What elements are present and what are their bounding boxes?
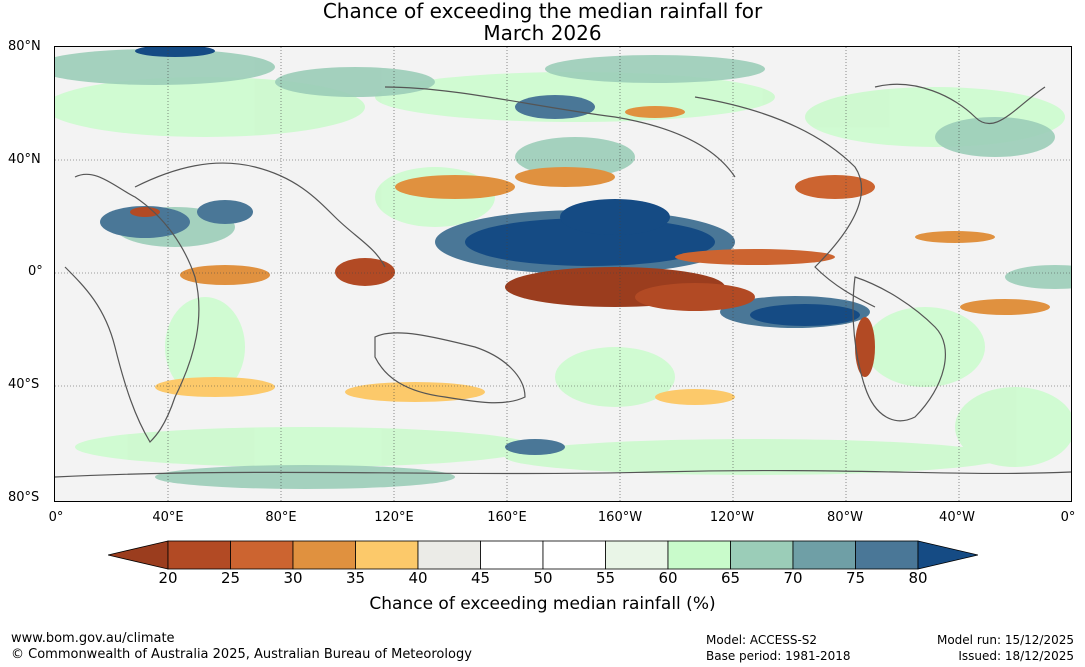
map-svg bbox=[55, 47, 1071, 501]
lon-label-0-right: 0° bbox=[1060, 510, 1076, 525]
lon-label-40e: 40°E bbox=[152, 510, 184, 525]
colorbar-tick-label: 30 bbox=[283, 569, 303, 587]
lat-label-40s: 40°S bbox=[8, 377, 40, 392]
dark-blue-regions bbox=[100, 47, 870, 455]
colorbar-segment bbox=[480, 540, 544, 570]
colorbar-tick-label: 70 bbox=[783, 569, 803, 587]
lat-label-80s: 80°S bbox=[8, 490, 40, 505]
colorbar-tick-label: 50 bbox=[533, 569, 553, 587]
colorbar-extend-low bbox=[107, 540, 169, 570]
colorbar-segment bbox=[230, 540, 294, 570]
lat-label-80n: 80°N bbox=[8, 39, 41, 54]
colorbar-segment bbox=[542, 540, 606, 570]
footer-base-period: Base period: 1981-2018 bbox=[706, 649, 851, 663]
coastlines bbox=[55, 83, 1071, 478]
colorbar-tick-label: 45 bbox=[470, 569, 491, 587]
graticule bbox=[55, 47, 1071, 501]
dry-regions bbox=[130, 106, 1050, 405]
lon-label-80e: 80°E bbox=[265, 510, 297, 525]
title-line-2: March 2026 bbox=[483, 21, 602, 45]
colorbar-segment bbox=[855, 540, 919, 570]
colorbar-segment bbox=[292, 540, 356, 570]
footer-left: www.bom.gov.au/climate © Commonwealth of… bbox=[11, 631, 472, 663]
footer-model-run: Model run: 15/12/2025 bbox=[936, 633, 1074, 647]
footer-copyright: © Commonwealth of Australia 2025, Austra… bbox=[11, 647, 472, 662]
colorbar bbox=[107, 540, 979, 570]
colorbar-extend-high bbox=[917, 540, 979, 570]
colorbar-label: Chance of exceeding median rainfall (%) bbox=[369, 594, 716, 614]
chart-title: Chance of exceeding the median rainfall … bbox=[0, 0, 1085, 44]
footer-url: www.bom.gov.au/climate bbox=[11, 631, 175, 646]
footer-model: Model: ACCESS-S2 bbox=[706, 633, 818, 647]
lon-label-80w: 80°W bbox=[827, 510, 863, 525]
colorbar-segment bbox=[792, 540, 856, 570]
colorbar-segment bbox=[667, 540, 731, 570]
colorbar-tick-label: 55 bbox=[595, 569, 616, 587]
footer-dates: Model run: 15/12/2025 Issued: 18/12/2025 bbox=[937, 632, 1074, 664]
colorbar-tick-label: 20 bbox=[158, 569, 178, 587]
footer-model-info: Model: ACCESS-S2 Base period: 1981-2018 bbox=[706, 632, 851, 664]
colorbar-tick-label: 35 bbox=[345, 569, 366, 587]
lon-label-160w: 160°W bbox=[597, 510, 643, 525]
colorbar-segment bbox=[730, 540, 794, 570]
colorbar-segment bbox=[417, 540, 481, 570]
lat-label-0: 0° bbox=[28, 264, 43, 279]
colorbar-segment bbox=[167, 540, 231, 570]
colorbar-tick-label: 25 bbox=[220, 569, 241, 587]
rainfall-map bbox=[54, 46, 1072, 502]
colorbar-segment bbox=[355, 540, 419, 570]
colorbar-svg bbox=[107, 540, 979, 570]
colorbar-tick-label: 75 bbox=[845, 569, 866, 587]
colorbar-tick-label: 40 bbox=[408, 569, 428, 587]
footer-issued: Issued: 18/12/2025 bbox=[958, 649, 1074, 663]
lon-label-40w: 40°W bbox=[939, 510, 975, 525]
colorbar-segment bbox=[605, 540, 669, 570]
colorbar-tick-label: 80 bbox=[908, 569, 928, 587]
light-green-regions bbox=[55, 72, 1071, 475]
lat-label-40n: 40°N bbox=[8, 152, 41, 167]
lon-label-120e: 120°E bbox=[374, 510, 414, 525]
lon-label-120w: 120°W bbox=[709, 510, 755, 525]
title-line-1: Chance of exceeding the median rainfall … bbox=[322, 0, 763, 23]
lon-label-160e: 160°E bbox=[487, 510, 527, 525]
lon-label-0: 0° bbox=[48, 510, 64, 525]
colorbar-tick-label: 65 bbox=[720, 569, 741, 587]
colorbar-tick-label: 60 bbox=[658, 569, 678, 587]
